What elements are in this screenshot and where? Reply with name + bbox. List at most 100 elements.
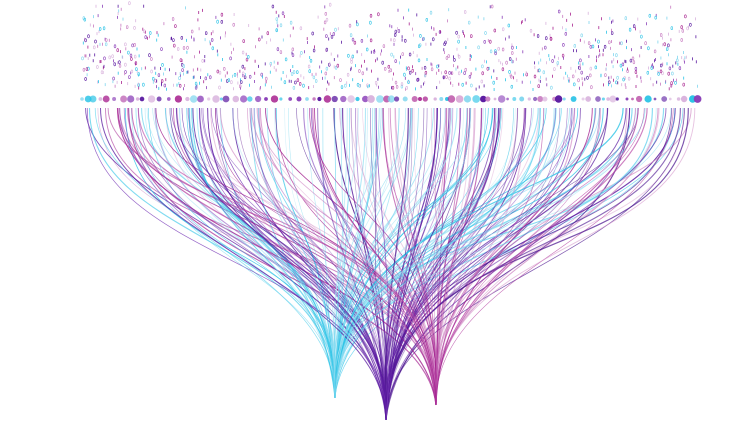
digit-zero <box>587 41 591 46</box>
node-dot <box>570 96 577 102</box>
digit-zero <box>334 27 337 32</box>
node-dot <box>239 95 248 103</box>
digit-zero <box>501 47 505 52</box>
flow-curve <box>296 107 387 421</box>
digit-zero <box>216 69 220 74</box>
digit-zero <box>470 83 473 88</box>
digit-zero <box>182 46 186 50</box>
digit-zero <box>394 80 398 85</box>
flow-curve <box>435 107 482 406</box>
flow-curve <box>435 107 645 406</box>
digit-zero <box>201 59 204 63</box>
digit-zero <box>381 60 384 65</box>
digit-zero <box>260 72 263 77</box>
digit-zero <box>384 67 387 71</box>
flow-curve <box>435 107 475 406</box>
node-dot <box>232 95 240 103</box>
digit-zero <box>134 54 137 59</box>
digit-zero <box>597 39 600 44</box>
digit-zero <box>349 33 353 38</box>
digit-zero <box>227 78 231 83</box>
digit-zero <box>671 71 674 76</box>
node-dot <box>631 97 634 101</box>
node-dot <box>455 95 464 103</box>
flow-curve <box>307 107 336 399</box>
digit-zero <box>387 64 390 69</box>
digit-zero <box>94 39 97 44</box>
digit-zero <box>394 29 397 34</box>
node-dot <box>305 97 309 101</box>
flow-curve <box>116 107 437 406</box>
flow-curve <box>118 107 437 406</box>
digit-zero <box>665 47 669 52</box>
digit-zero <box>325 17 329 22</box>
flow-curve <box>188 107 336 399</box>
node-dot <box>84 95 92 103</box>
flow-curve <box>370 107 387 421</box>
digit-zero <box>118 60 121 65</box>
digit-zero <box>481 64 484 69</box>
digit-zero <box>128 1 131 6</box>
flow-curve <box>356 107 437 406</box>
digit-zero <box>391 85 395 90</box>
node-dot <box>512 97 517 101</box>
digit-zero <box>284 57 288 62</box>
digit-zero <box>393 38 396 43</box>
node-dot <box>89 95 97 103</box>
digit-zero <box>133 25 136 30</box>
digit-zero <box>229 56 232 61</box>
digit-zero <box>489 39 492 44</box>
digit-zero <box>394 33 397 37</box>
digit-zero <box>232 22 235 27</box>
digit-zero <box>458 71 461 76</box>
digit-zero <box>249 74 252 79</box>
digit-zero <box>627 76 631 81</box>
digit-zero <box>529 28 533 33</box>
node-dot <box>147 95 156 103</box>
node-dot <box>693 95 702 103</box>
digit-zero <box>553 67 556 72</box>
flow-curve <box>165 107 437 406</box>
digit-zero <box>616 75 619 80</box>
flow-curve <box>201 107 387 421</box>
node-dot <box>581 97 585 101</box>
flow-curve <box>178 107 336 399</box>
digit-zero <box>395 85 399 89</box>
digit-zero <box>461 82 464 87</box>
digit-zero <box>161 63 164 67</box>
digit-zero <box>103 56 106 61</box>
flow-curve <box>334 107 446 399</box>
digit-zero <box>266 31 269 36</box>
digit-zero <box>681 28 684 33</box>
digit-zero <box>573 82 576 87</box>
digit-zero <box>372 49 376 54</box>
digit-zero <box>407 66 410 71</box>
digit-zero <box>348 23 352 28</box>
flow-curve <box>385 107 601 421</box>
digit-zero <box>150 69 153 74</box>
digit-zero <box>186 45 189 50</box>
digit-zero <box>622 77 625 82</box>
digit-zero <box>180 36 184 40</box>
digit-zero <box>325 34 328 39</box>
node-dot <box>98 97 103 101</box>
digit-zero <box>369 13 373 18</box>
flow-curve <box>275 107 336 399</box>
digit-zero <box>85 67 89 72</box>
digit-zero <box>113 44 117 49</box>
node-dot <box>463 95 472 103</box>
digit-zero <box>667 43 670 48</box>
digit-zero <box>580 33 583 38</box>
digit-zero <box>511 51 514 55</box>
digit-zero <box>430 67 434 72</box>
flow-curve <box>385 107 526 421</box>
digit-zero <box>389 68 392 73</box>
digit-zero <box>492 80 495 85</box>
digit-zero <box>108 55 111 60</box>
digit-zero <box>289 20 293 25</box>
digit-zero <box>674 80 677 85</box>
digit-zero <box>150 57 153 61</box>
digit-zero <box>640 34 643 39</box>
node-dot <box>189 95 198 103</box>
